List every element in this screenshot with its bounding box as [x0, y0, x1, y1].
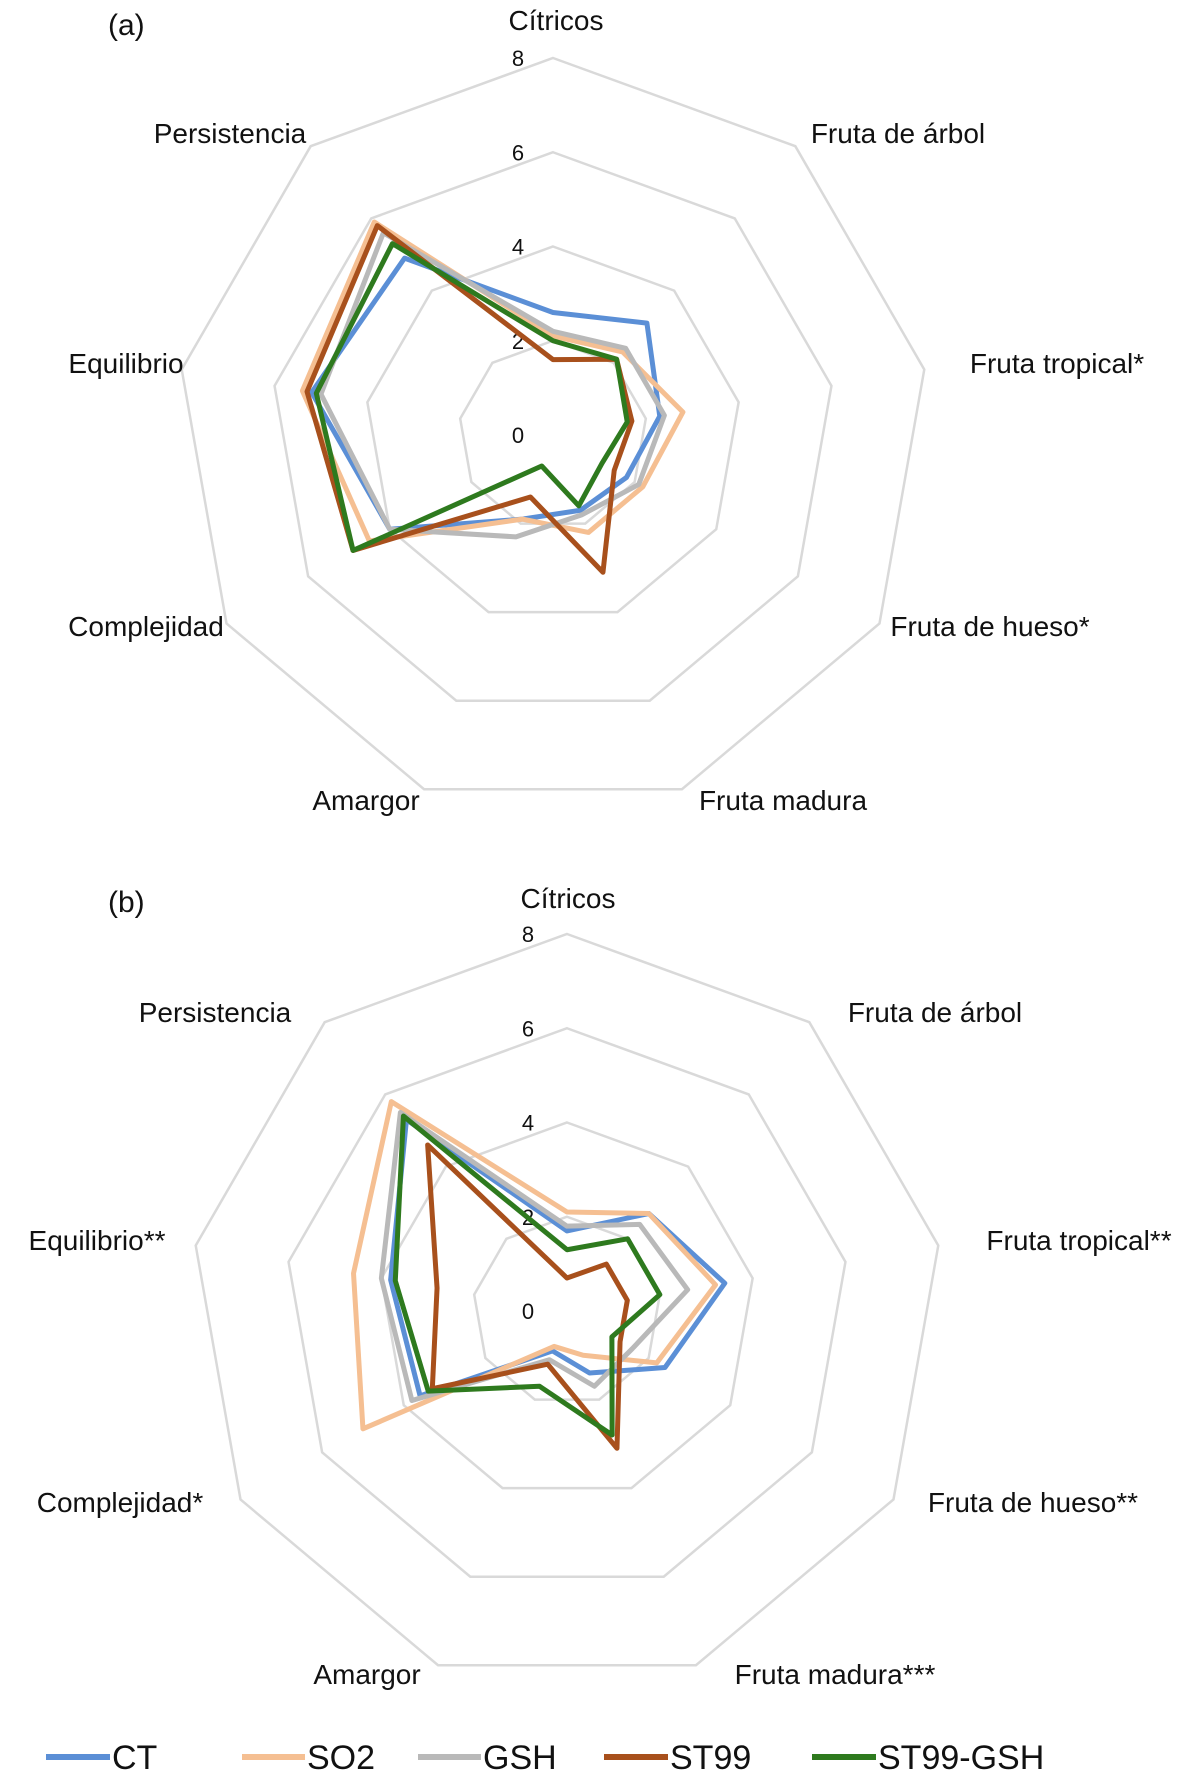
- radar-grid: [180, 56, 926, 791]
- axis-label: Fruta de hueso*: [890, 611, 1089, 642]
- series-line-st99-gsh: [392, 1113, 663, 1438]
- series-line-st99: [425, 1142, 630, 1451]
- axis-label: Fruta de árbol: [848, 997, 1022, 1028]
- series-line-so2: [351, 1099, 719, 1432]
- axis-label: Amargor: [313, 1659, 420, 1690]
- grid-ring: [273, 150, 833, 702]
- legend-item-so2: SO2: [242, 1739, 375, 1777]
- grid-ring: [287, 1026, 847, 1578]
- legend-item-gsh: GSH: [418, 1739, 557, 1777]
- series-line-st99-gsh: [313, 241, 630, 553]
- grid-ring: [366, 245, 740, 614]
- axis-label: Fruta de hueso**: [928, 1487, 1138, 1518]
- radar-grid: [194, 932, 940, 1667]
- legend-label: SO2: [307, 1739, 375, 1777]
- legend: CT SO2 GSH ST99 ST99-GSH: [46, 1739, 1044, 1777]
- axis-label: Persistencia: [154, 118, 307, 149]
- tick-label: 6: [522, 1016, 534, 1041]
- panel-letter: (a): [108, 9, 145, 42]
- legend-label: ST99: [670, 1739, 751, 1777]
- axis-label: Fruta madura: [699, 785, 867, 816]
- tick-label: 0: [512, 423, 524, 448]
- grid-ring: [180, 56, 926, 791]
- tick-label: 8: [522, 922, 534, 947]
- axis-label: Equilibrio**: [29, 1225, 166, 1256]
- legend-label: CT: [112, 1739, 157, 1777]
- axis-label: Complejidad: [68, 611, 224, 642]
- axis-label: Cítricos: [509, 5, 604, 36]
- legend-label: ST99-GSH: [878, 1739, 1044, 1777]
- series-line-gsh: [378, 1109, 691, 1404]
- axis-label: Equilibrio: [68, 348, 183, 379]
- axis-label: Fruta tropical*: [970, 348, 1144, 379]
- grid-ring: [194, 932, 940, 1667]
- tick-label: 8: [512, 46, 524, 71]
- legend-item-st99-gsh: ST99-GSH: [812, 1739, 1044, 1777]
- tick-label: 6: [512, 140, 524, 165]
- axis-label: Amargor: [312, 785, 419, 816]
- panel-letter: (b): [108, 886, 145, 919]
- series-line-ct: [309, 255, 663, 532]
- legend-item-st99: ST99: [604, 1739, 751, 1777]
- series-line-gsh: [318, 230, 667, 540]
- axis-label: Fruta madura***: [735, 1659, 936, 1690]
- legend-item-ct: CT: [46, 1739, 157, 1777]
- tick-label: 0: [522, 1299, 534, 1324]
- axis-label: Complejidad*: [37, 1487, 204, 1518]
- axis-label: Cítricos: [521, 883, 616, 914]
- axis-label: Persistencia: [139, 997, 292, 1028]
- tick-label: 4: [522, 1111, 534, 1136]
- tick-label: 4: [512, 235, 524, 260]
- grid-ring: [380, 1121, 754, 1490]
- legend-label: GSH: [483, 1739, 557, 1777]
- axis-label: Fruta tropical**: [986, 1225, 1171, 1256]
- axis-label: Fruta de árbol: [811, 118, 985, 149]
